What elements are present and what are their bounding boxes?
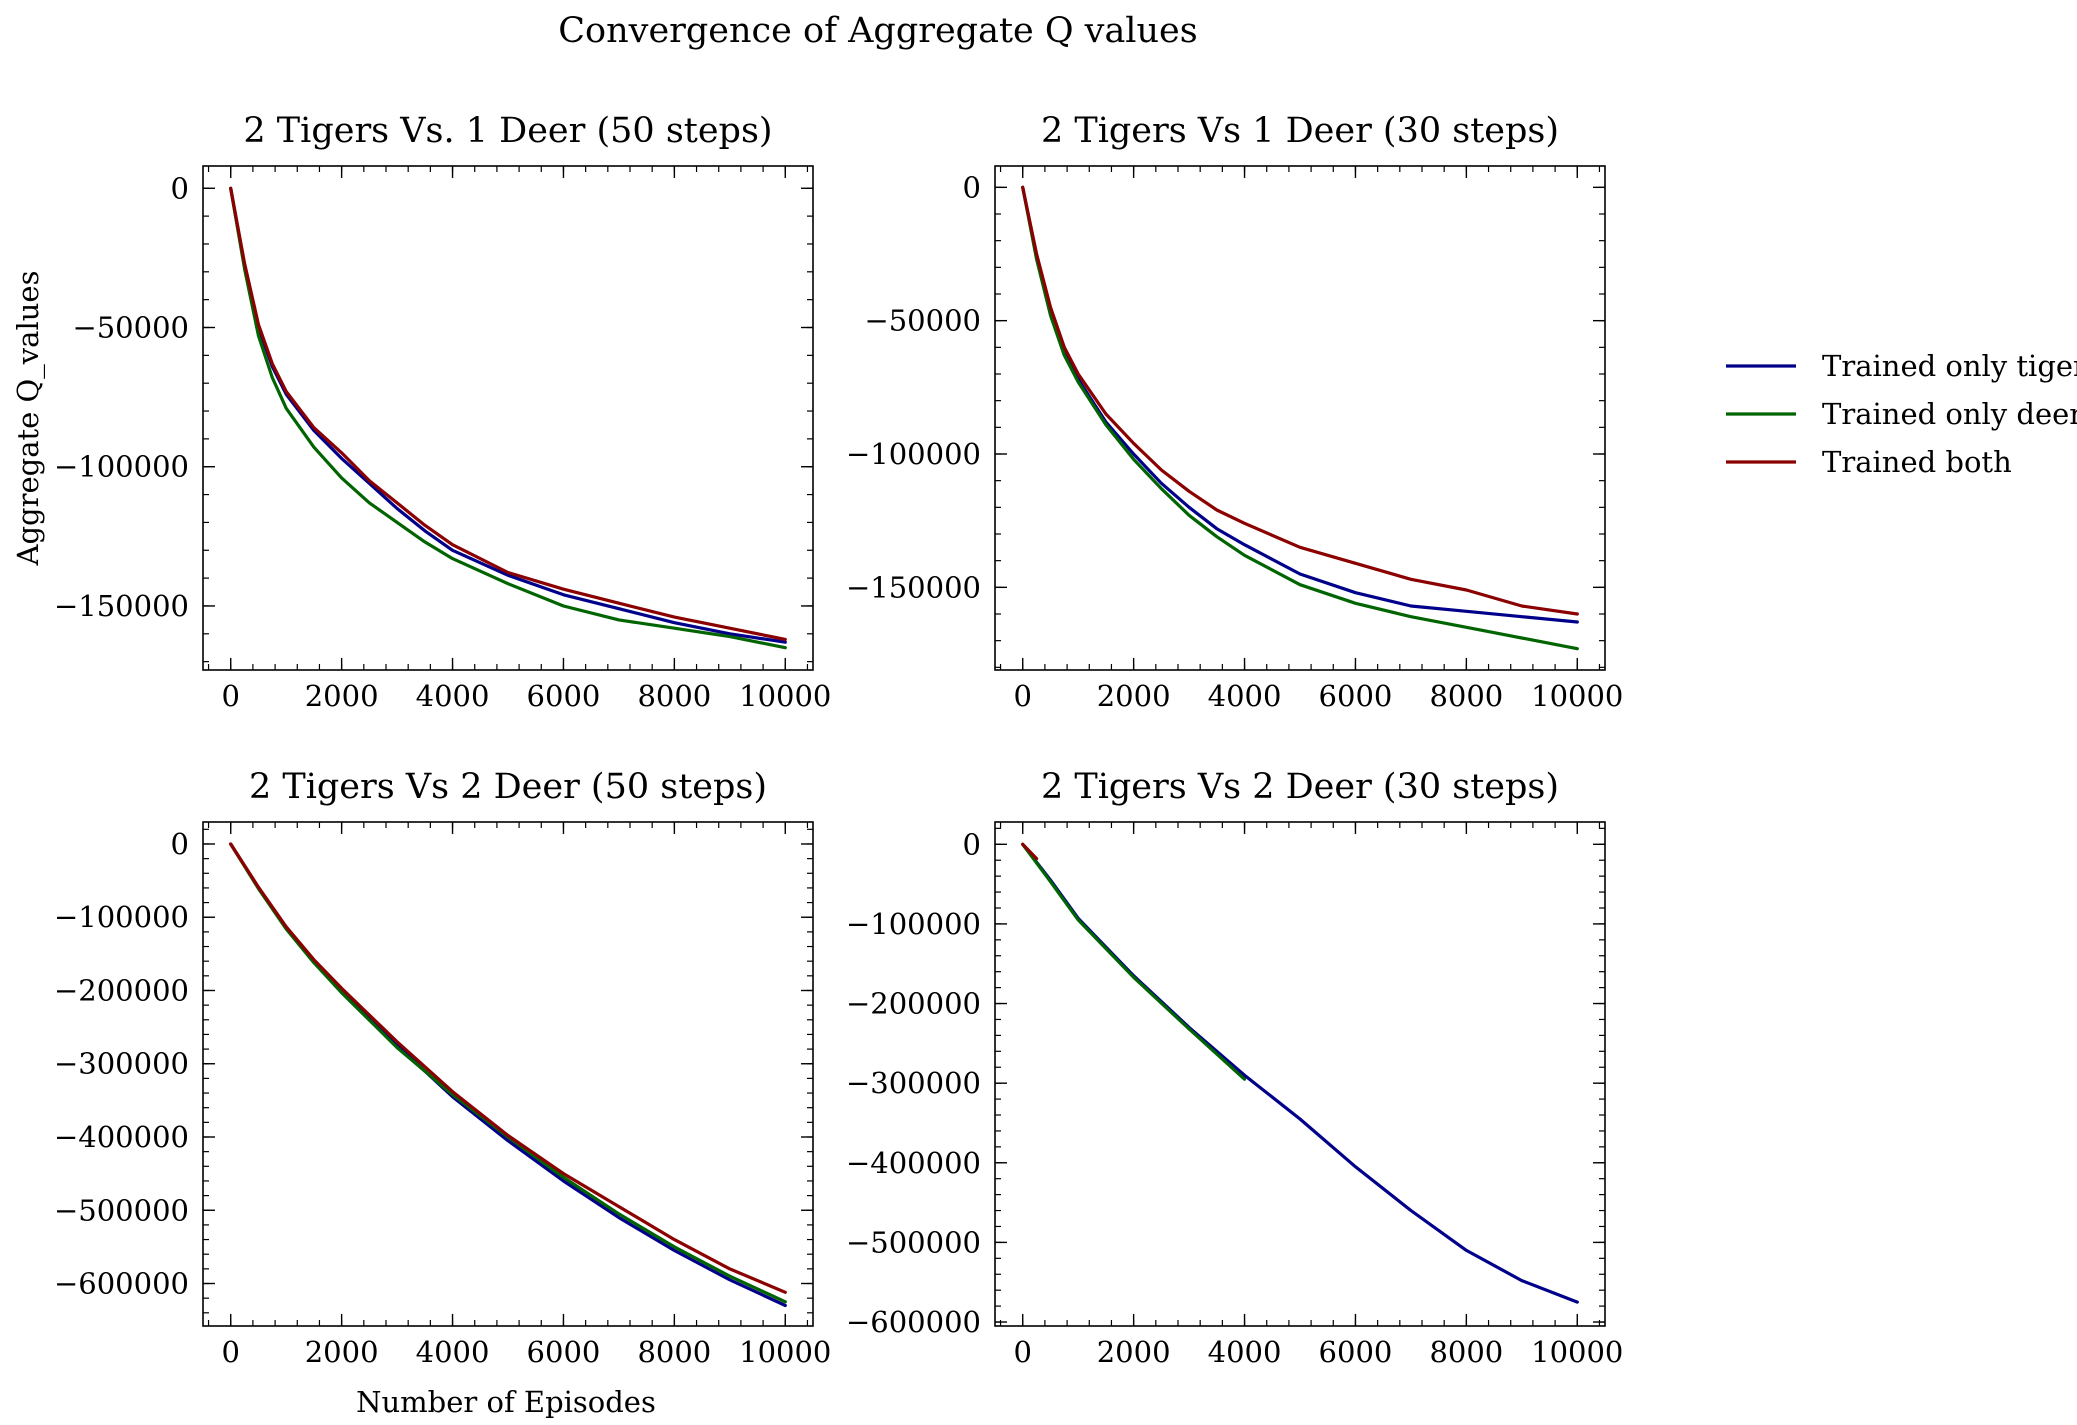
y-tick-label: −200000: [846, 987, 981, 1021]
x-tick-label: 4000: [416, 1335, 490, 1369]
y-tick-label: −100000: [54, 900, 189, 934]
x-tick-label: 2000: [1097, 1335, 1171, 1369]
x-tick-label: 0: [1014, 1335, 1032, 1369]
subplot-title: 2 Tigers Vs. 1 Deer (50 steps): [243, 111, 772, 151]
axes-frame: [994, 165, 1606, 671]
subplot-tigers-vs-1-deer-50-steps: 2 Tigers Vs. 1 Deer (50 steps) 0 2000 4000 6…: [11, 111, 831, 713]
y-tick-label: −400000: [846, 1146, 981, 1180]
series-line-3: [229, 842, 787, 1294]
x-tick-label: 10000: [1531, 679, 1623, 713]
y-tick-label: −600000: [54, 1267, 189, 1301]
y-tick-label: −400000: [54, 1120, 189, 1154]
y-tick-label: −500000: [846, 1225, 981, 1259]
x-tick-label: 6000: [527, 1335, 601, 1369]
y-tick-label: −150000: [54, 589, 189, 623]
x-tick-label: 8000: [1429, 679, 1503, 713]
series-line-1: [1021, 842, 1579, 1304]
x-tick-label: 4000: [1208, 679, 1282, 713]
series-line-1: [229, 842, 787, 1308]
y-tick-label: 0: [171, 171, 189, 205]
x-axis-label: Number of Episodes: [356, 1385, 656, 1419]
y-tick-label: −100000: [846, 437, 981, 471]
y-tick-label: −600000: [846, 1305, 981, 1339]
series-line-2: [229, 186, 787, 650]
x-tick-label: 6000: [527, 679, 601, 713]
subplot-tigers-vs-1-deer-30-steps: 2 Tigers Vs 1 Deer (30 steps) 0 2000 4000 60…: [846, 111, 1623, 713]
legend-label: Trained only tiger: [1822, 349, 2077, 383]
series-line-1: [1021, 185, 1579, 624]
series-line-2: [1021, 185, 1579, 651]
x-tick-label: 10000: [739, 679, 831, 713]
y-tick-label: −300000: [54, 1047, 189, 1081]
series-line-2: [1021, 842, 1247, 1081]
y-tick-label: −50000: [864, 304, 981, 338]
series-line-3: [229, 186, 787, 642]
x-tick-label: 2000: [1097, 679, 1171, 713]
y-tick-label: 0: [171, 827, 189, 861]
series-line-2: [229, 842, 787, 1304]
y-tick-label: −200000: [54, 973, 189, 1007]
x-tick-label: 8000: [637, 1335, 711, 1369]
y-tick-label: −100000: [54, 450, 189, 484]
y-axis-label: Aggregate Q_values: [11, 271, 46, 567]
y-tick-label: 0: [963, 827, 981, 861]
subplot-title: 2 Tigers Vs 2 Deer (30 steps): [1041, 767, 1559, 807]
series-line-3: [1021, 842, 1039, 861]
series-line-3: [1021, 185, 1579, 616]
x-tick-label: 10000: [739, 1335, 831, 1369]
y-tick-label: −100000: [846, 907, 981, 941]
y-tick-label: −50000: [72, 311, 189, 345]
x-tick-label: 4000: [1208, 1335, 1282, 1369]
x-tick-label: 8000: [1429, 1335, 1503, 1369]
y-tick-label: −300000: [846, 1066, 981, 1100]
x-tick-label: 8000: [637, 679, 711, 713]
x-tick-label: 0: [1014, 679, 1032, 713]
subplot-title: 2 Tigers Vs 2 Deer (50 steps): [249, 767, 767, 807]
y-tick-label: −150000: [846, 570, 981, 604]
x-tick-label: 2000: [305, 679, 379, 713]
y-tick-label: 0: [963, 170, 981, 204]
subplot-title: 2 Tigers Vs 1 Deer (30 steps): [1041, 111, 1559, 151]
legend: Trained only tiger Trained only deer Train…: [1726, 349, 2077, 479]
x-tick-label: 0: [222, 1335, 240, 1369]
x-tick-label: 6000: [1319, 1335, 1393, 1369]
legend-label: Trained both: [1822, 445, 2012, 479]
y-tick-label: −500000: [54, 1193, 189, 1227]
subplot-tigers-vs-2-deer-30-steps: 2 Tigers Vs 2 Deer (30 steps) 0 2000 4000 60…: [846, 767, 1623, 1369]
figure-title: Convergence of Aggregate Q values: [558, 11, 1197, 51]
axes-frame: [202, 165, 814, 671]
x-tick-label: 6000: [1319, 679, 1393, 713]
x-tick-label: 10000: [1531, 1335, 1623, 1369]
axes-frame: [202, 821, 814, 1327]
subplot-tigers-vs-2-deer-50-steps: 2 Tigers Vs 2 Deer (50 steps) 0 2000 4000 60…: [54, 767, 831, 1419]
x-tick-label: 0: [222, 679, 240, 713]
axes-frame: [994, 821, 1606, 1327]
x-tick-label: 2000: [305, 1335, 379, 1369]
x-tick-label: 4000: [416, 679, 490, 713]
legend-label: Trained only deer: [1822, 397, 2077, 431]
